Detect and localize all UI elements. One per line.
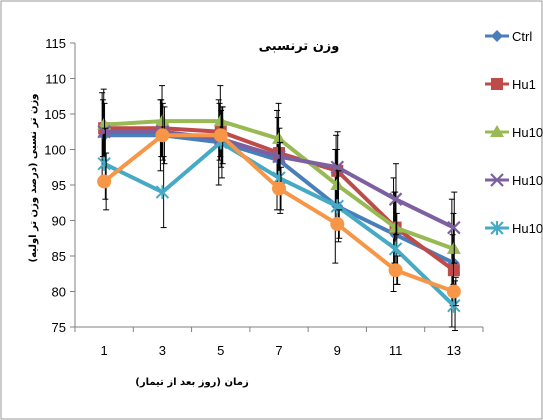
data-point [97, 174, 112, 189]
chart-title: وزن ترنسبی [259, 39, 340, 54]
x-axis-title: زمان (روز بعد از تیمار) [135, 377, 249, 388]
legend-swatch-marker [490, 221, 504, 235]
y-axis-title: وزن تر نسبی (درصد وزن تر اولیه) [28, 94, 39, 263]
data-point [272, 181, 286, 196]
x-tick-label: 3 [159, 343, 166, 358]
data-point [446, 284, 461, 299]
y-tick-label: 100 [44, 143, 66, 158]
y-tick-label: 95 [52, 178, 66, 193]
data-point [447, 220, 461, 235]
y-tick-label: 115 [45, 36, 66, 51]
y-tick-label: 90 [52, 214, 66, 229]
y-tick-label: 80 [52, 285, 66, 300]
data-point [97, 156, 111, 171]
data-point [330, 217, 345, 232]
legend-swatch-marker [491, 30, 503, 42]
series-6 [97, 106, 461, 307]
data-point [213, 128, 228, 143]
legend-item: Hu10 [485, 125, 543, 140]
data-point [155, 185, 170, 200]
x-tick-label: 13 [447, 343, 461, 358]
legend-label: Hu1 [512, 77, 536, 92]
data-point [388, 192, 403, 206]
y-tick-label: 75 [52, 320, 66, 335]
legend-label: Hu100 [512, 173, 543, 188]
x-tick-label: 11 [389, 343, 403, 358]
legend-label: Hu10 [512, 125, 543, 140]
legend: Ctrl Hu1 Hu10 Hu100 Hu100 [485, 29, 543, 236]
x-tick-label: 5 [217, 343, 224, 358]
x-tick-label: 9 [334, 343, 341, 358]
y-tick-label: 110 [45, 72, 66, 87]
data-point [388, 241, 403, 256]
legend-item: Hu100 [485, 173, 543, 188]
legend-item: Ctrl [485, 29, 532, 44]
data-point [272, 149, 286, 164]
legend-label: Hu100 [512, 221, 543, 236]
y-tick-label: 105 [44, 107, 66, 122]
data-point [388, 263, 403, 278]
legend-item: Hu1 [485, 77, 536, 92]
legend-swatch-marker [491, 78, 503, 90]
y-tick-label: 85 [52, 249, 66, 264]
legend-swatch-marker [490, 173, 504, 187]
data-point [155, 128, 170, 143]
legend-swatch-marker [490, 125, 504, 137]
x-tick-label: 7 [275, 343, 282, 358]
x-tick-label: 1 [101, 343, 108, 358]
legend-item: Hu100 [485, 221, 543, 236]
series-layer [97, 85, 461, 332]
legend-label: Ctrl [512, 29, 532, 44]
